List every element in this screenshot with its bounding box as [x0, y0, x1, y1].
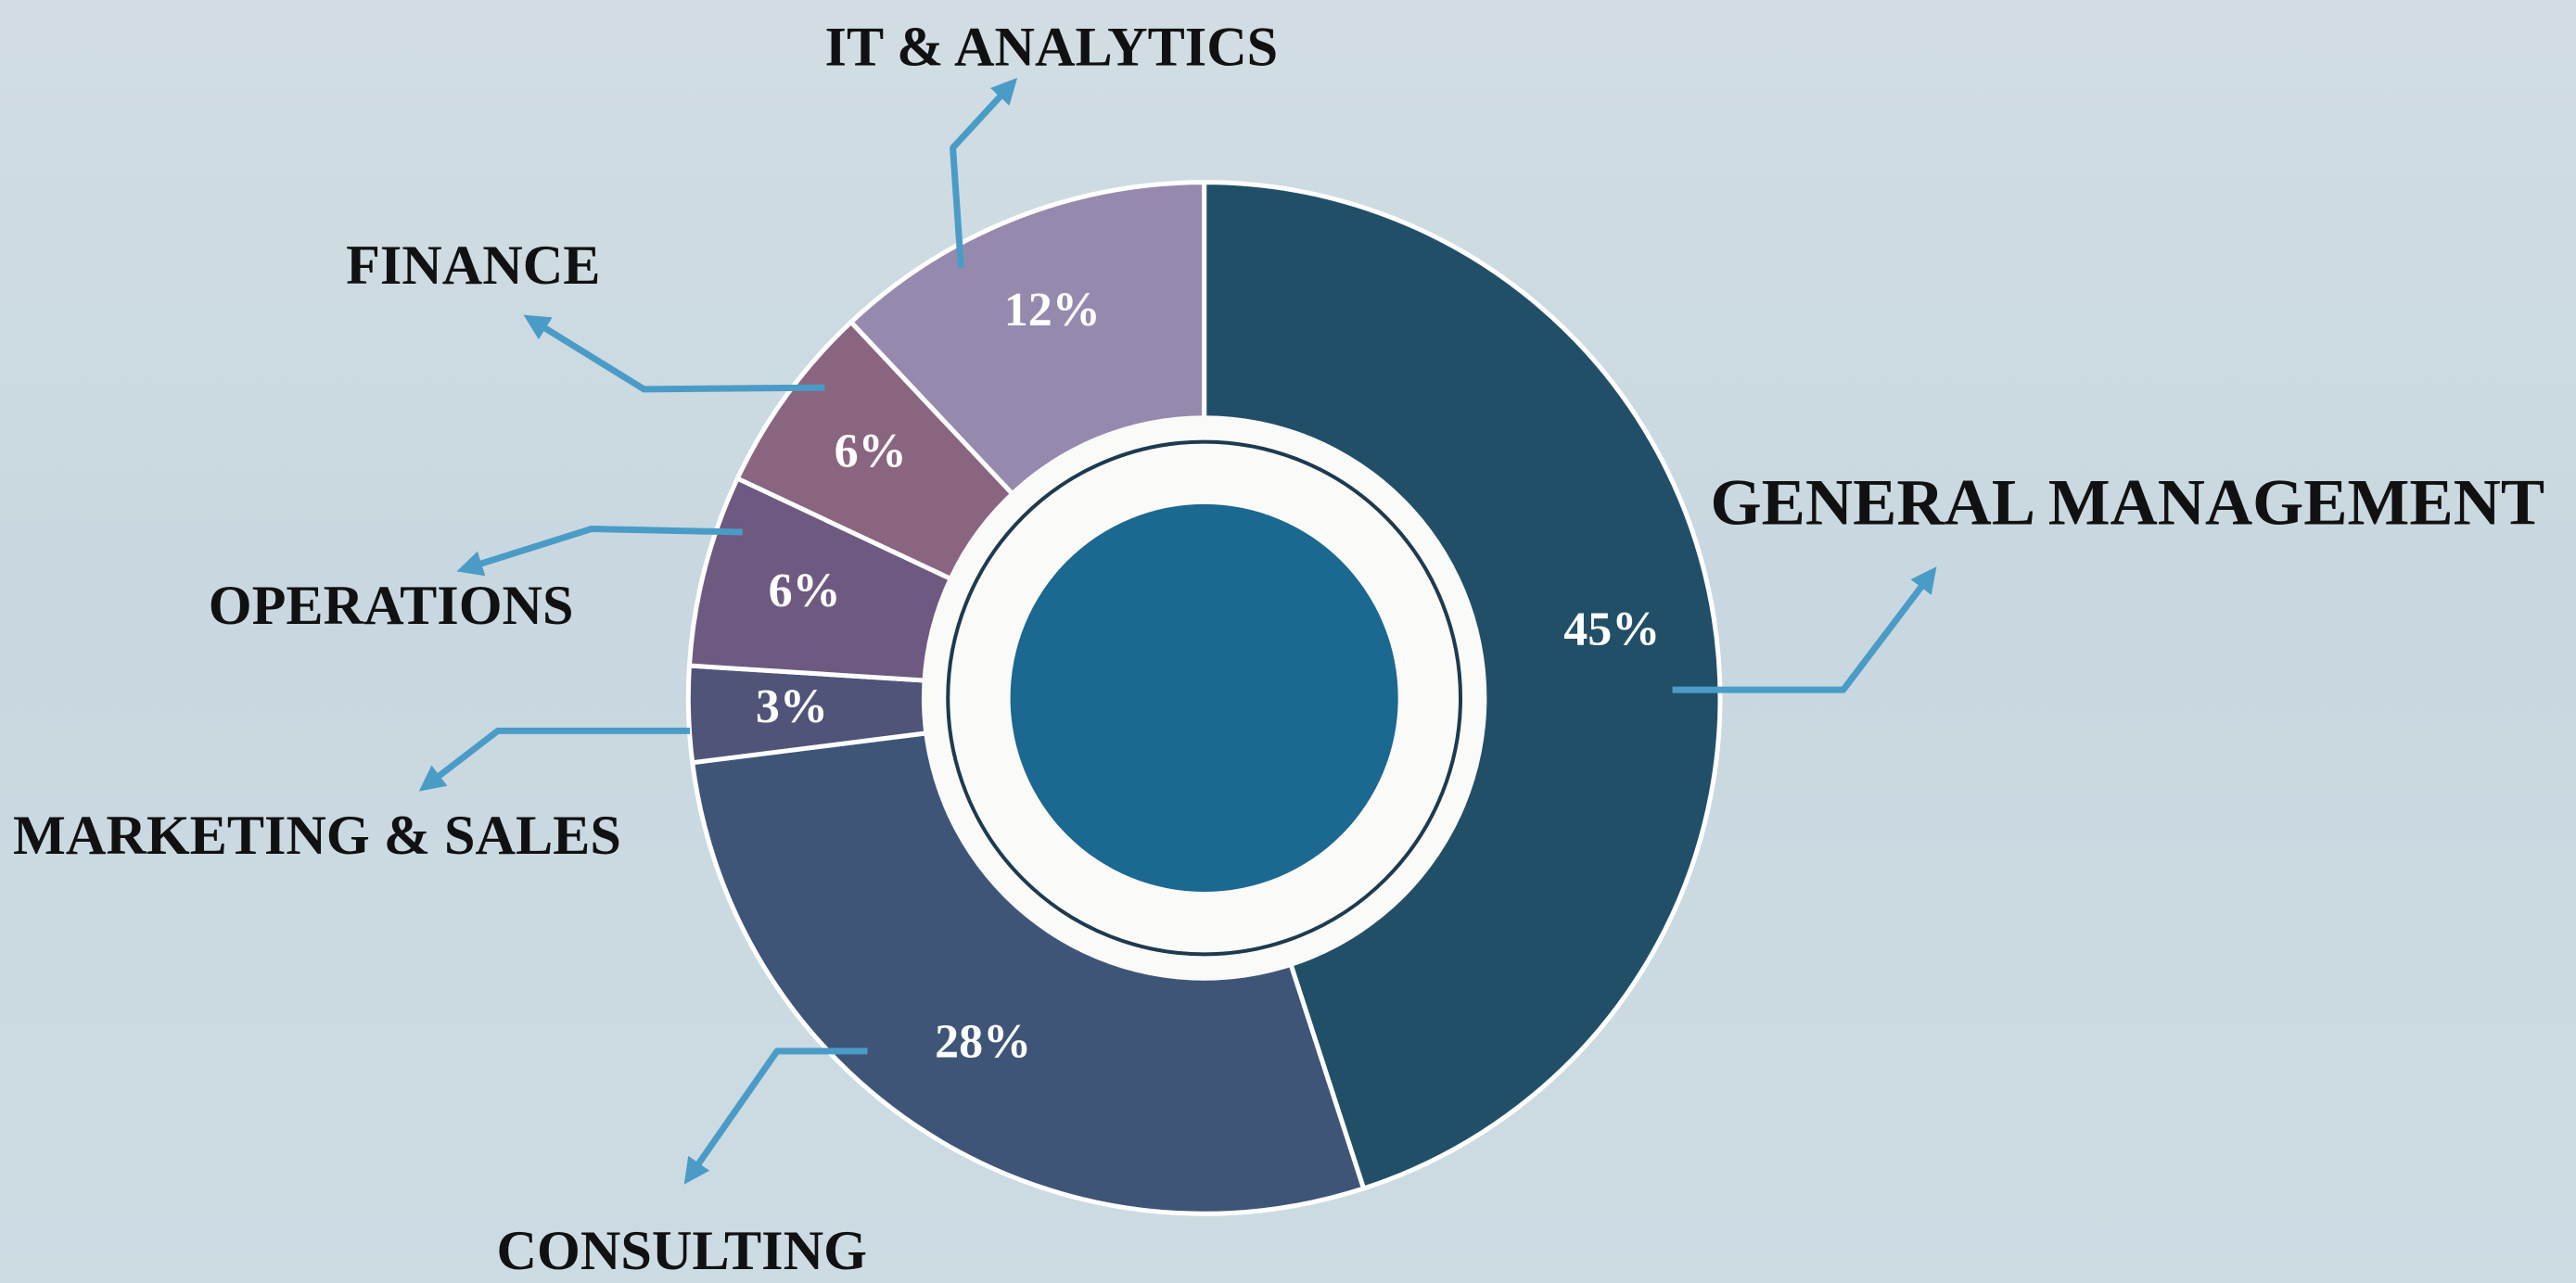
value-label: 28%: [935, 1016, 1031, 1069]
category-label: FINANCE: [346, 235, 600, 297]
value-label: 6%: [835, 425, 907, 477]
category-label: CONSULTING: [497, 1220, 867, 1282]
chart: 45% 28% 3% 6% 6% 12% GENERAL MANAGEMENT CONSULT…: [0, 0, 2576, 1283]
category-label: MARKETING & SALES: [13, 805, 621, 867]
value-label: 12%: [1004, 284, 1101, 337]
category-label: IT & ANALYTICS: [825, 17, 1279, 79]
value-label: 3%: [756, 680, 828, 733]
page: {"chart_data": {"type": "pie", "donut": …: [0, 0, 2576, 1283]
value-label: 45%: [1563, 603, 1660, 655]
category-label: GENERAL MANAGEMENT: [1711, 466, 2545, 539]
category-label: OPERATIONS: [209, 575, 574, 637]
donut-center: [1011, 504, 1398, 892]
value-label: 6%: [769, 565, 841, 617]
